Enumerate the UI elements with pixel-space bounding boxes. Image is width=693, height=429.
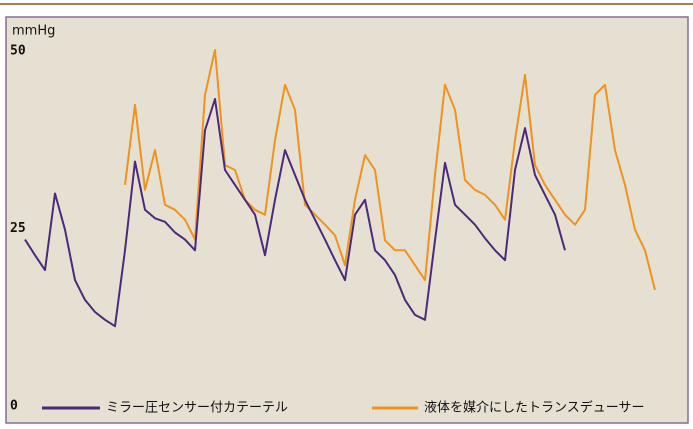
series-line bbox=[24, 98, 566, 328]
y-tick-label: 50 bbox=[10, 44, 26, 59]
legend-label: ミラー圧センサー付カテーテル bbox=[106, 401, 288, 416]
y-axis-label: mmHg bbox=[12, 24, 55, 39]
legend-label: 液体を媒介にしたトランスデューサー bbox=[424, 400, 644, 416]
plot-frame bbox=[5, 16, 689, 424]
y-tick-label: 0 bbox=[10, 399, 18, 414]
series-line bbox=[124, 49, 656, 291]
y-tick-label: 25 bbox=[10, 221, 26, 236]
